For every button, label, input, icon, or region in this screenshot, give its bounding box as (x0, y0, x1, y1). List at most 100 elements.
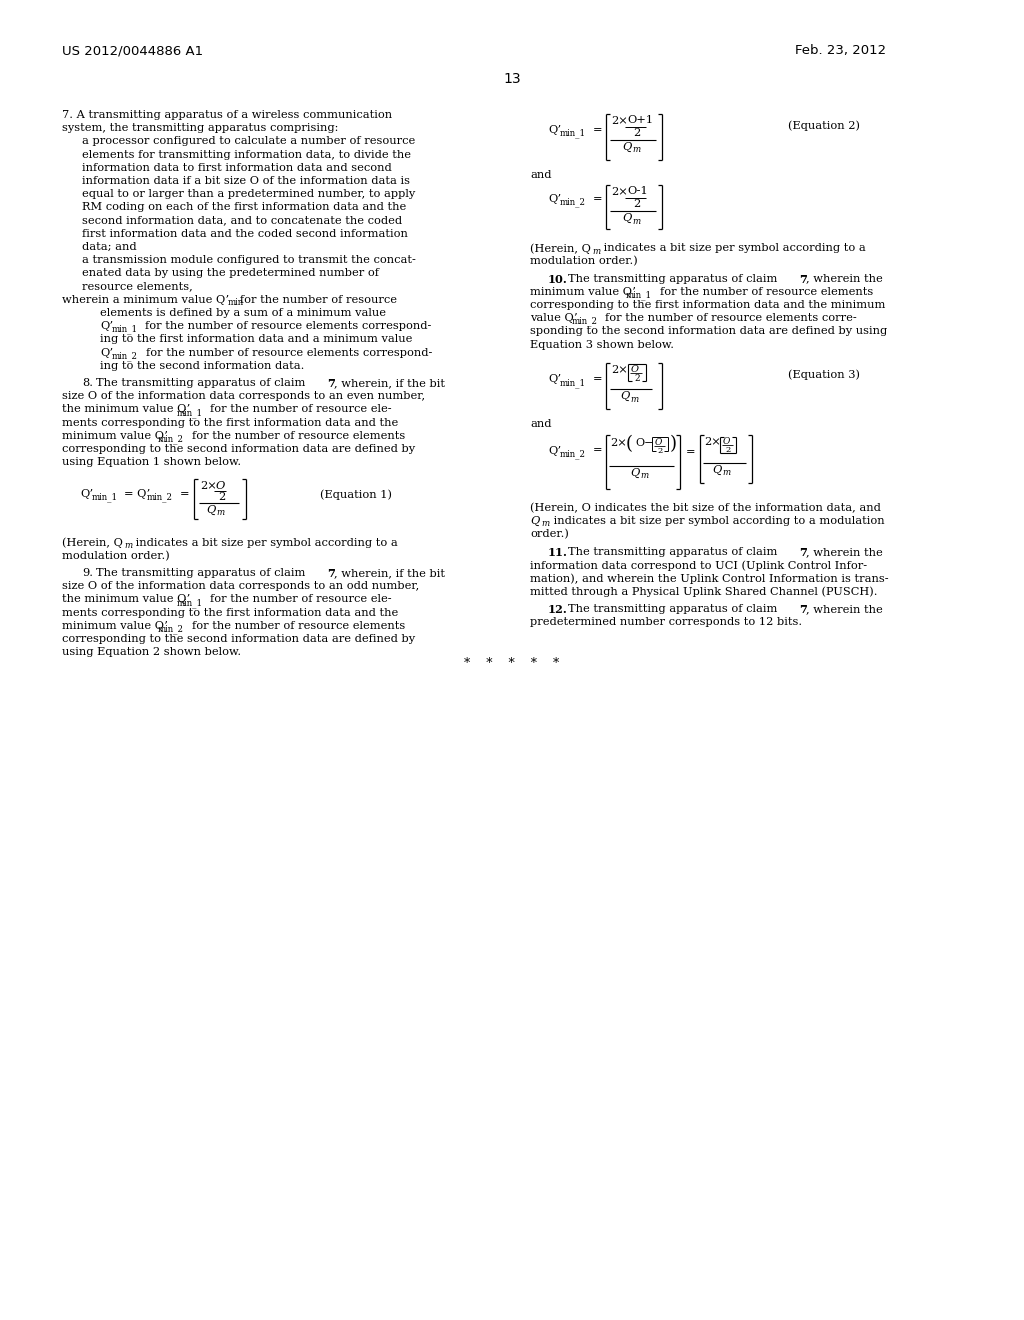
Text: modulation order.): modulation order.) (530, 256, 638, 267)
Text: min_1: min_1 (560, 378, 586, 388)
Text: (Equation 1): (Equation 1) (319, 488, 392, 499)
Text: Q: Q (206, 506, 215, 515)
Text: O: O (631, 366, 639, 375)
Text: m: m (632, 145, 640, 154)
Text: =: = (593, 194, 602, 205)
Text: modulation order.): modulation order.) (62, 550, 170, 561)
Text: and: and (530, 420, 552, 429)
Text: min_1: min_1 (92, 492, 118, 502)
Text: first information data and the coded second information: first information data and the coded sec… (82, 228, 408, 239)
Text: size O of the information data corresponds to an odd number,: size O of the information data correspon… (62, 581, 419, 591)
Text: corresponding to the first information data and the minimum: corresponding to the first information d… (530, 300, 886, 310)
Text: mation), and wherein the Uplink Control Information is trans-: mation), and wherein the Uplink Control … (530, 573, 889, 583)
Text: min: min (228, 298, 244, 308)
Text: information data if a bit size O of the information data is: information data if a bit size O of the … (82, 176, 410, 186)
Text: for the number of resource elements correspond-: for the number of resource elements corr… (146, 347, 432, 358)
Text: the minimum value Q’: the minimum value Q’ (62, 594, 190, 605)
Text: 2: 2 (218, 492, 225, 502)
Text: ing to the second information data.: ing to the second information data. (100, 360, 304, 371)
Text: Q’: Q’ (548, 125, 561, 135)
Text: Q: Q (620, 391, 630, 401)
Text: *    *    *    *    *: * * * * * (464, 657, 560, 671)
Text: Q’: Q’ (548, 375, 561, 384)
Text: (Herein, Q: (Herein, Q (530, 243, 591, 253)
Text: min_1: min_1 (112, 325, 138, 334)
Text: ments corresponding to the first information data and the: ments corresponding to the first informa… (62, 417, 398, 428)
Text: Q’: Q’ (80, 488, 93, 499)
Text: 9.: 9. (82, 568, 93, 578)
Text: O: O (655, 437, 663, 446)
Text: Q: Q (530, 516, 540, 525)
Text: m: m (632, 216, 640, 226)
Text: second information data, and to concatenate the coded: second information data, and to concaten… (82, 215, 402, 226)
Text: 7: 7 (799, 605, 807, 615)
Text: min_2: min_2 (112, 351, 138, 360)
Text: The transmitting apparatus of claim: The transmitting apparatus of claim (96, 568, 309, 578)
Text: m: m (630, 395, 638, 404)
Text: min_2: min_2 (158, 624, 184, 634)
Text: ments corresponding to the first information data and the: ments corresponding to the first informa… (62, 607, 398, 618)
Text: 2×: 2× (611, 187, 628, 197)
Text: predetermined number corresponds to 12 bits.: predetermined number corresponds to 12 b… (530, 618, 802, 627)
Text: 2: 2 (657, 446, 663, 454)
Text: Q: Q (622, 143, 632, 152)
Text: The transmitting apparatus of claim: The transmitting apparatus of claim (568, 273, 781, 284)
Text: RM coding on each of the first information data and the: RM coding on each of the first informati… (82, 202, 407, 213)
Text: indicates a bit size per symbol according to a modulation: indicates a bit size per symbol accordin… (550, 516, 885, 525)
Text: , wherein the: , wherein the (806, 546, 883, 557)
Text: m: m (640, 471, 648, 480)
Text: a transmission module configured to transmit the concat-: a transmission module configured to tran… (82, 255, 416, 265)
Text: corresponding to the second information data are defined by: corresponding to the second information … (62, 444, 415, 454)
Text: 2×: 2× (611, 366, 628, 375)
Text: 2×: 2× (611, 116, 628, 125)
Text: (Equation 3): (Equation 3) (788, 370, 860, 380)
Text: US 2012/0044886 A1: US 2012/0044886 A1 (62, 44, 203, 57)
Text: , wherein the: , wherein the (806, 605, 883, 614)
Text: for the number of resource ele-: for the number of resource ele- (210, 404, 391, 414)
Text: , wherein, if the bit: , wherein, if the bit (334, 568, 445, 578)
Text: Q: Q (622, 214, 632, 223)
Text: equal to or larger than a predetermined number, to apply: equal to or larger than a predetermined … (82, 189, 416, 199)
Text: (: ( (626, 436, 633, 454)
Text: 2×: 2× (705, 437, 721, 446)
Text: ing to the first information data and a minimum value: ing to the first information data and a … (100, 334, 413, 345)
Text: sponding to the second information data are defined by using: sponding to the second information data … (530, 326, 887, 337)
Text: 7: 7 (799, 546, 807, 558)
Text: value Q’: value Q’ (530, 313, 578, 323)
Text: minimum value Q’: minimum value Q’ (62, 620, 168, 631)
Text: mitted through a Physical Uplink Shared Channel (PUSCH).: mitted through a Physical Uplink Shared … (530, 586, 878, 597)
Text: Equation 3 shown below.: Equation 3 shown below. (530, 339, 674, 350)
Text: 13: 13 (503, 73, 521, 86)
Text: elements is defined by a sum of a minimum value: elements is defined by a sum of a minimu… (100, 308, 386, 318)
Text: minimum value Q’: minimum value Q’ (62, 430, 168, 441)
Text: (Herein, O indicates the bit size of the information data, and: (Herein, O indicates the bit size of the… (530, 503, 881, 513)
Text: O: O (216, 480, 225, 491)
Text: data; and: data; and (82, 242, 136, 252)
Text: information data correspond to UCI (Uplink Control Infor-: information data correspond to UCI (Upli… (530, 560, 867, 570)
Text: elements for transmitting information data, to divide the: elements for transmitting information da… (82, 149, 411, 160)
Text: wherein a minimum value Q’: wherein a minimum value Q’ (62, 294, 229, 305)
Text: , wherein the: , wherein the (806, 273, 883, 284)
Text: for the number of resource elements: for the number of resource elements (193, 430, 406, 441)
Text: for the number of resource elements corre-: for the number of resource elements corr… (605, 313, 857, 323)
Text: O-1: O-1 (627, 186, 648, 197)
Text: order.): order.) (530, 529, 569, 540)
Text: O: O (723, 437, 730, 446)
Text: a processor configured to calculate a number of resource: a processor configured to calculate a nu… (82, 136, 416, 147)
Text: 11.: 11. (548, 546, 568, 558)
Text: m: m (216, 508, 224, 517)
Text: 10.: 10. (548, 273, 567, 285)
Text: 7: 7 (327, 378, 335, 389)
Text: the minimum value Q’: the minimum value Q’ (62, 404, 190, 414)
Text: =: = (180, 488, 189, 499)
Text: using Equation 1 shown below.: using Equation 1 shown below. (62, 457, 241, 467)
Text: 2×: 2× (200, 480, 217, 491)
Text: for the number of resource elements: for the number of resource elements (660, 286, 873, 297)
Text: 2: 2 (634, 375, 640, 383)
Text: 7. A transmitting apparatus of a wireless communication: 7. A transmitting apparatus of a wireles… (62, 110, 392, 120)
Text: Q: Q (712, 465, 721, 475)
Text: minimum value Q’: minimum value Q’ (530, 286, 636, 297)
Text: O+1: O+1 (627, 115, 653, 125)
Text: corresponding to the second information data are defined by: corresponding to the second information … (62, 634, 415, 644)
Text: ): ) (670, 436, 677, 454)
